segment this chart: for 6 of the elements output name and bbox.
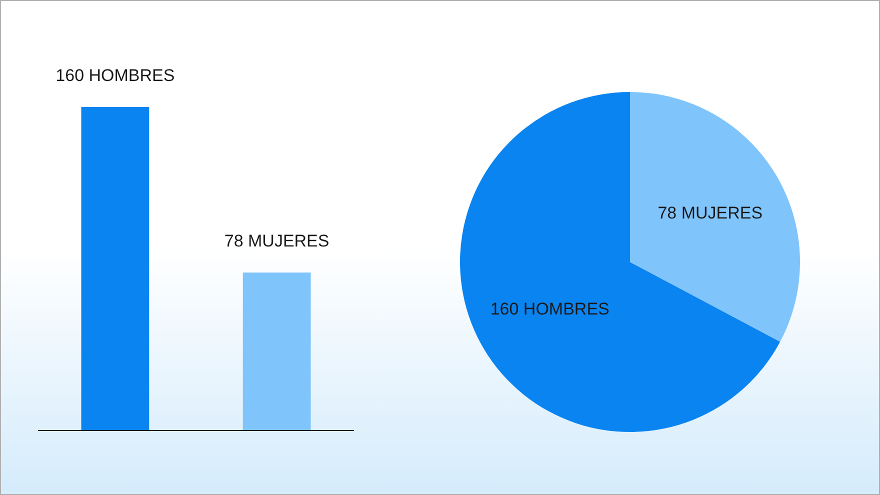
data-label: 78 MUJERES	[224, 232, 330, 251]
data-label: 160 HOMBRES	[490, 300, 610, 319]
data-label: 160 HOMBRES	[56, 66, 175, 85]
pie-slice	[630, 92, 800, 342]
data-label: 78 MUJERES	[658, 203, 763, 222]
pie-slice	[460, 92, 780, 432]
